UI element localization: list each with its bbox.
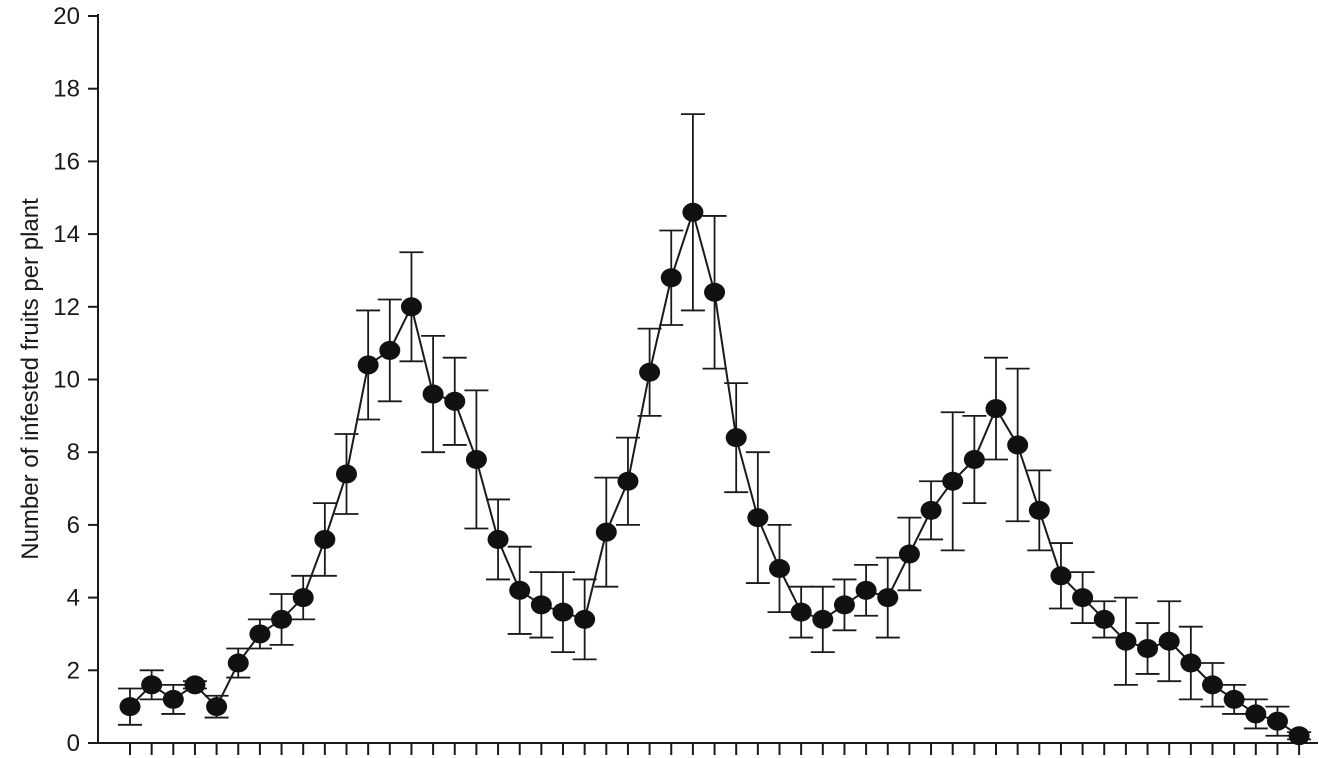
data-point [682, 202, 704, 222]
data-point [617, 471, 639, 491]
data-point [877, 588, 899, 608]
data-point [184, 675, 206, 695]
data-point [1288, 726, 1310, 746]
data-point [1202, 675, 1223, 695]
data-point [920, 500, 942, 520]
data-point [357, 355, 379, 375]
data-point [855, 580, 877, 600]
y-tick-label: 0 [67, 730, 80, 757]
data-point [769, 559, 790, 579]
data-point [1072, 588, 1094, 608]
data-point [487, 529, 509, 549]
data-point [963, 449, 985, 469]
data-point [271, 609, 293, 629]
data-point [725, 428, 747, 448]
data-point [400, 297, 422, 317]
data-point [660, 268, 682, 288]
y-tick-label: 18 [53, 76, 80, 103]
data-point [249, 624, 271, 644]
data-point [812, 609, 834, 629]
y-tick-label: 20 [53, 3, 80, 30]
data-point [833, 595, 855, 615]
data-point [119, 697, 141, 717]
data-point [1050, 566, 1072, 586]
y-ticks: 0 2 4 6 8 10 12 14 16 18 20 [53, 3, 98, 757]
data-point [530, 595, 552, 615]
y-tick-label: 14 [53, 221, 80, 248]
data-point [1028, 500, 1050, 520]
data-point [162, 689, 184, 709]
data-point [141, 675, 163, 695]
data-point [292, 588, 314, 608]
data-point [1007, 435, 1029, 455]
y-tick-label: 4 [67, 585, 80, 612]
y-tick-label: 12 [53, 294, 80, 321]
data-point [747, 508, 769, 528]
y-tick-label: 2 [67, 657, 80, 684]
data-point [314, 529, 336, 549]
data-point [942, 471, 964, 491]
data-point [595, 522, 617, 542]
data-point [444, 391, 466, 411]
y-tick-label: 10 [53, 367, 80, 394]
data-point [704, 282, 726, 302]
y-axis-label: Number of infested fruits per plant [17, 198, 44, 560]
data-points [119, 202, 1310, 746]
data-point [985, 399, 1007, 419]
data-point [509, 580, 531, 600]
data-point [1137, 638, 1159, 658]
y-tick-label: 6 [67, 512, 80, 539]
data-point [1158, 631, 1180, 651]
data-point [898, 544, 920, 564]
y-tick-label: 16 [53, 148, 80, 175]
data-point [206, 697, 228, 717]
data-point [1223, 689, 1245, 709]
data-point [1093, 609, 1115, 629]
data-point [639, 362, 661, 382]
y-tick-label: 8 [67, 439, 80, 466]
data-point [465, 449, 487, 469]
data-point [790, 602, 812, 622]
data-point [379, 340, 401, 360]
data-point [422, 384, 444, 404]
data-point [552, 602, 574, 622]
data-point [1115, 631, 1137, 651]
data-point [1245, 704, 1267, 724]
data-point [1180, 653, 1202, 673]
data-point [227, 653, 249, 673]
data-point [1266, 711, 1288, 731]
x-ticks [129, 743, 1301, 755]
data-point [574, 609, 596, 629]
data-point [336, 464, 357, 484]
